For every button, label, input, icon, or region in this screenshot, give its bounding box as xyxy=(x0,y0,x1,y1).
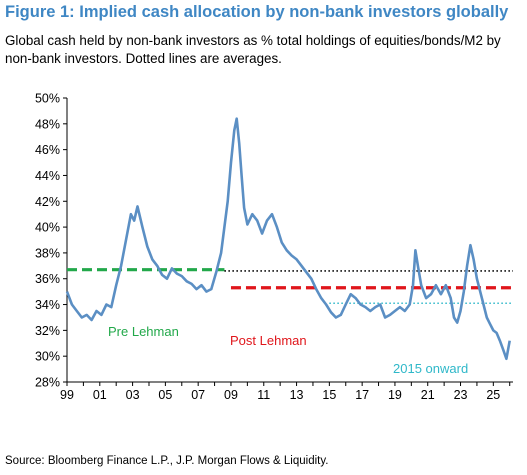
x-tick-label: 07 xyxy=(191,388,205,402)
y-tick-label: 34% xyxy=(35,298,60,312)
x-tick-label: 01 xyxy=(93,388,107,402)
x-tick-label: 05 xyxy=(158,388,172,402)
x-tick-label: 11 xyxy=(257,388,270,402)
x-tick-label: 09 xyxy=(224,388,238,402)
y-tick-label: 32% xyxy=(35,324,60,338)
y-tick-label: 42% xyxy=(35,195,60,209)
series-layer xyxy=(65,117,511,361)
x-tick-label: 23 xyxy=(454,388,468,402)
y-tick-label: 28% xyxy=(35,376,60,390)
source-note: Source: Bloomberg Finance L.P., J.P. Mor… xyxy=(5,455,329,467)
y-tick-label: 46% xyxy=(35,143,60,157)
x-tick-label: 13 xyxy=(290,388,304,402)
x-tick-label: 17 xyxy=(355,388,369,402)
axes: 28% 30% 32% 34% 36% 38% 40% 42% 44% 46% 48% 50% 99 01… xyxy=(35,92,513,402)
x-tick-label: 03 xyxy=(126,388,140,402)
figure-subtitle: Global cash held by non-bank investors a… xyxy=(5,33,501,66)
y-tick-label: 44% xyxy=(35,169,60,183)
x-tick-label: 15 xyxy=(322,388,336,402)
x-tick-label: 99 xyxy=(60,388,74,402)
y-tick-label: 36% xyxy=(35,272,60,286)
x-tick-label: 25 xyxy=(486,388,500,402)
figure-title: Figure 1: Implied cash allocation by non… xyxy=(5,3,509,21)
y-tick-label: 50% xyxy=(35,92,60,106)
annotation-label: Post Lehman xyxy=(230,333,307,348)
y-tick-label: 30% xyxy=(35,350,60,364)
y-tick-label: 38% xyxy=(35,246,60,260)
annotations: Pre Lehman Post Lehman 2015 onward xyxy=(108,324,468,376)
y-tick-label: 48% xyxy=(35,117,60,131)
x-tick-label: 19 xyxy=(388,388,402,402)
annotation-label: 2015 onward xyxy=(393,361,468,376)
y-tick-label: 40% xyxy=(35,221,60,235)
series-line xyxy=(65,117,511,361)
x-tick-label: 21 xyxy=(421,388,435,402)
annotation-label: Pre Lehman xyxy=(108,324,179,339)
